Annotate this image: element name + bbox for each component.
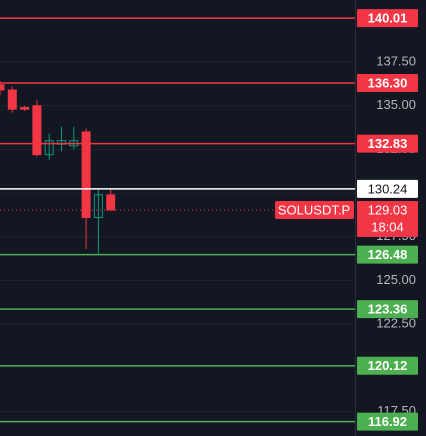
y-tick-label: 122.50: [376, 316, 416, 331]
level-tag: [357, 245, 418, 264]
price-label: 129.03: [368, 202, 408, 217]
level-label: 132.83: [368, 136, 408, 151]
level-tag: [357, 300, 418, 319]
candle-body: [7, 89, 17, 110]
symbol-tag: [275, 201, 354, 220]
level-label: 123.36: [368, 302, 408, 317]
price-tag: [357, 201, 418, 238]
symbol-label: SOLUSDT.P: [278, 202, 350, 217]
level-tag: [357, 179, 418, 198]
level-label: 116.92: [368, 414, 407, 429]
candle-body: [32, 105, 42, 156]
level-tag: [357, 134, 418, 153]
candle-body: [106, 194, 116, 211]
candle-body: [44, 140, 54, 156]
candle-body: [81, 131, 91, 219]
level-label: 136.30: [368, 75, 408, 90]
candle-body: [0, 84, 5, 91]
level-label: 130.24: [368, 181, 408, 196]
candle-body: [20, 106, 30, 110]
level-label: 126.48: [368, 247, 408, 262]
y-tick-label: 135.00: [376, 97, 416, 112]
level-tag: [357, 74, 418, 93]
level-tag: [357, 9, 418, 28]
y-tick-label: 125.00: [376, 272, 416, 287]
countdown-label: 18:04: [371, 219, 404, 234]
y-tick-label: 137.50: [376, 53, 416, 68]
candle-body: [93, 194, 103, 219]
level-label: 140.01: [368, 11, 408, 26]
level-tag: [357, 356, 418, 375]
level-tag: [357, 412, 418, 431]
level-label: 120.12: [368, 358, 408, 373]
